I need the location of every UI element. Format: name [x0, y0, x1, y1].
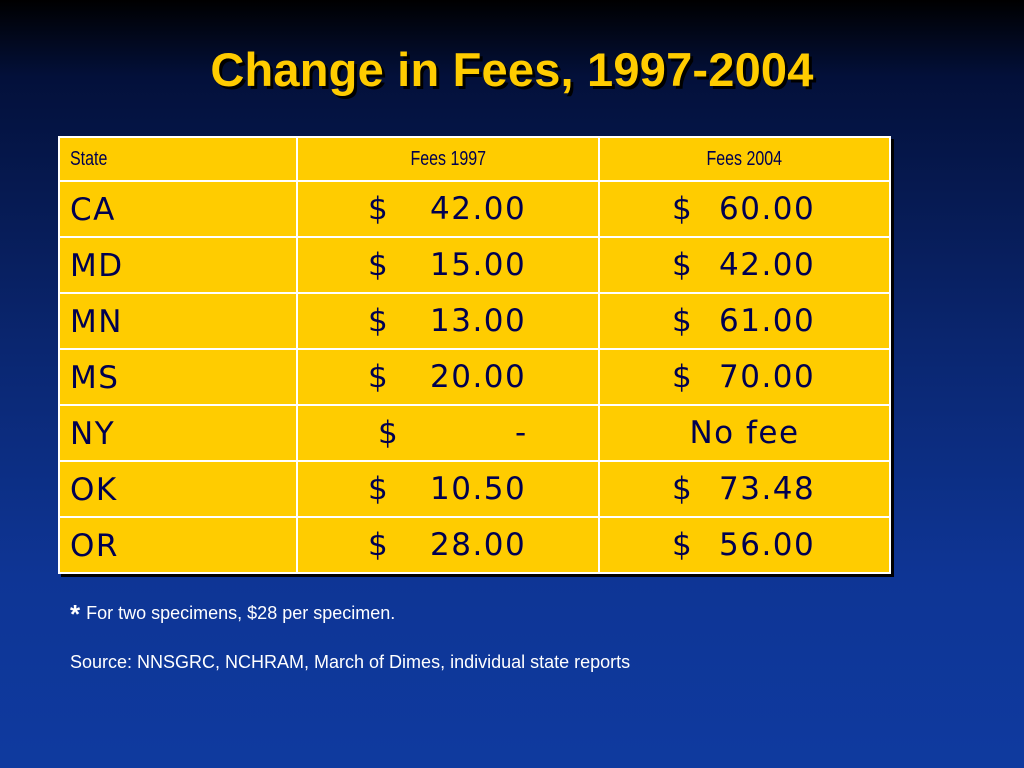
fee-amount: 20.00	[430, 359, 527, 395]
fees-2004-cell: $70.00	[598, 348, 891, 406]
table-body: CA $42.00 $60.00 MD $15.00 $42.00 MN $13…	[58, 180, 891, 574]
fee-amount: 61.00	[719, 303, 816, 339]
header-fees-1997-label: Fees 1997	[410, 147, 486, 170]
fee-amount: 10.50	[430, 471, 527, 507]
currency-symbol: $	[672, 527, 694, 563]
fees-1997-cell: $15.00	[296, 236, 600, 294]
fee-amount: -	[515, 415, 528, 451]
header-fees-2004-label: Fees 2004	[706, 147, 783, 170]
fees-1997-cell: $28.00	[296, 516, 600, 574]
fees-2004-cell: No fee	[598, 404, 891, 462]
currency-symbol: $	[378, 415, 400, 451]
fee-amount: 73.48	[719, 471, 816, 507]
fee-amount: 13.00	[430, 303, 527, 339]
header-fees-2004: Fees 2004	[598, 136, 891, 182]
fees-1997-cell: $13.00	[296, 292, 600, 350]
table-row: OK $10.50 $73.48	[58, 460, 891, 518]
fee-amount: 60.00	[719, 191, 816, 227]
state-cell: NY	[58, 404, 298, 462]
table-row: MS $20.00 $70.00	[58, 348, 891, 406]
fees-1997-cell: $20.00	[296, 348, 600, 406]
state-cell: MS	[58, 348, 298, 406]
footnote: * For two specimens, $28 per specimen.	[70, 599, 395, 630]
table-header: State Fees 1997 Fees 2004	[58, 136, 891, 182]
fees-1997-cell: $ -	[296, 404, 600, 462]
fee-amount: 28.00	[430, 527, 527, 563]
fee-amount: 42.00	[430, 191, 527, 227]
fee-amount: 15.00	[430, 247, 527, 283]
fees-1997-cell: $10.50	[296, 460, 600, 518]
source-citation: Source: NNSGRC, NCHRAM, March of Dimes, …	[70, 652, 631, 672]
footnote-text: For two specimens, $28 per specimen.	[86, 603, 396, 623]
fees-1997-cell: $42.00	[296, 180, 600, 238]
fee-amount: 70.00	[719, 359, 816, 395]
state-cell: OR	[58, 516, 298, 574]
table-row: NY $ - No fee	[58, 404, 891, 462]
fees-2004-cell: $56.00	[598, 516, 891, 574]
currency-symbol: $	[368, 359, 390, 395]
currency-symbol: $	[672, 471, 694, 507]
state-cell: MD	[58, 236, 298, 294]
currency-symbol: $	[672, 247, 694, 283]
fees-2004-cell: $60.00	[598, 180, 891, 238]
header-state: State	[58, 136, 298, 182]
currency-symbol: $	[672, 359, 694, 395]
state-cell: CA	[58, 180, 298, 238]
currency-symbol: $	[672, 303, 694, 339]
fee-amount: 42.00	[719, 247, 816, 283]
state-cell: MN	[58, 292, 298, 350]
fees-2004-cell: $73.48	[598, 460, 891, 518]
slide-title: Change in Fees, 1997-2004	[210, 43, 814, 96]
no-fee-text: No fee	[689, 415, 800, 451]
currency-symbol: $	[368, 527, 390, 563]
currency-symbol: $	[368, 303, 390, 339]
currency-symbol: $	[368, 471, 390, 507]
header-row: State Fees 1997 Fees 2004	[58, 136, 891, 182]
header-state-label: State	[70, 147, 108, 170]
table-row: OR $28.00 $56.00	[58, 516, 891, 574]
currency-symbol: $	[368, 191, 390, 227]
fees-2004-cell: $42.00	[598, 236, 891, 294]
table-row: MD $15.00 $42.00	[58, 236, 891, 294]
currency-symbol: $	[672, 191, 694, 227]
header-fees-1997: Fees 1997	[296, 136, 600, 182]
currency-symbol: $	[368, 247, 390, 283]
table-row: MN $13.00 $61.00	[58, 292, 891, 350]
fees-2004-cell: $61.00	[598, 292, 891, 350]
state-cell: OK	[58, 460, 298, 518]
fees-table: State Fees 1997 Fees 2004 CA $42.00 $60.…	[58, 136, 891, 574]
table-row: CA $42.00 $60.00	[58, 180, 891, 238]
footnote-marker: *	[70, 599, 81, 629]
fee-amount: 56.00	[719, 527, 816, 563]
